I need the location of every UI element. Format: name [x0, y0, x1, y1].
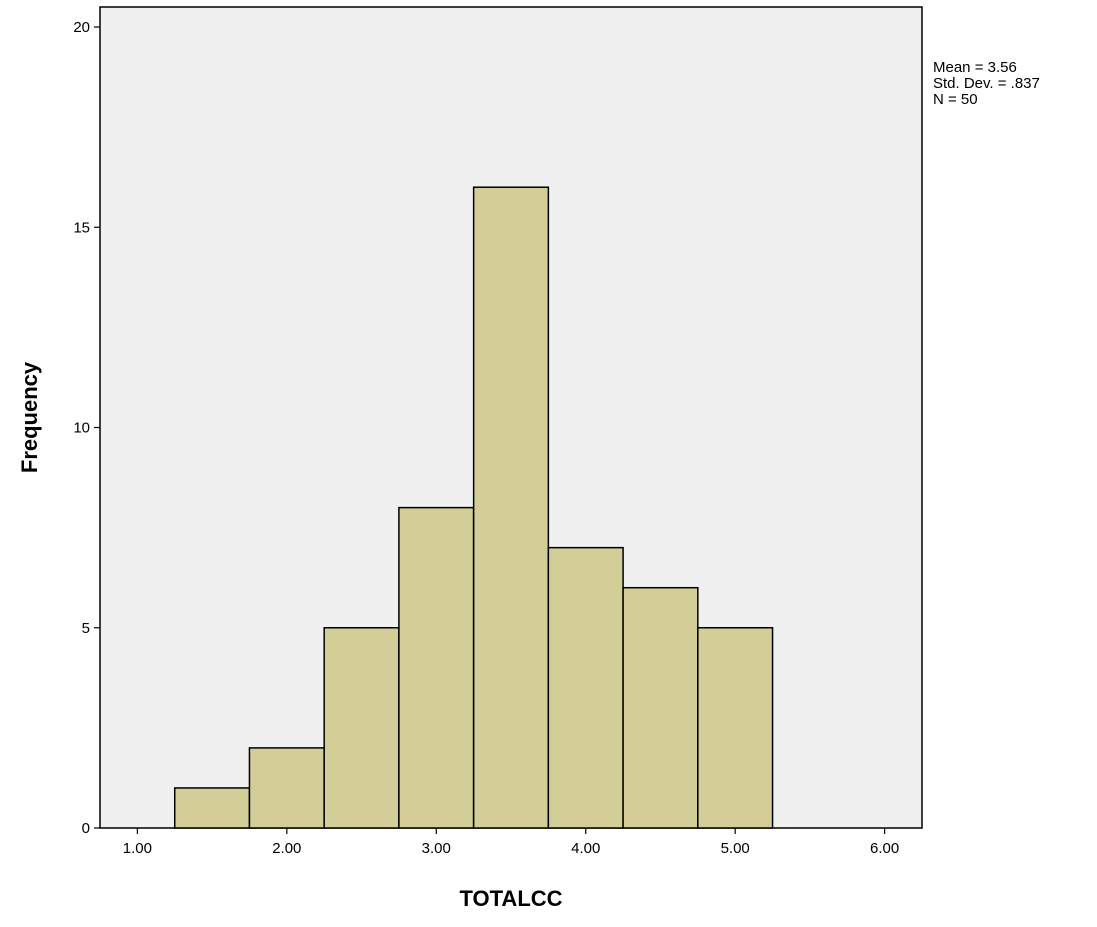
histogram-bar [398, 506, 475, 829]
y-tick-label: 10 [73, 420, 90, 437]
x-axis-title: TOTALCC [459, 886, 562, 911]
histogram-bar [547, 546, 624, 829]
x-tick-label: 4.00 [571, 840, 600, 857]
y-axis-title: Frequency [17, 361, 42, 473]
stat-std-dev: Std. Dev. = .837 [933, 75, 1040, 92]
x-tick-label: 6.00 [870, 840, 899, 857]
stat-mean: Mean = 3.56 [933, 59, 1017, 76]
histogram-bar [472, 186, 550, 829]
y-tick-label: 15 [73, 219, 90, 236]
x-tick-label: 2.00 [272, 840, 301, 857]
histogram-bar [323, 627, 400, 829]
ticks-group: 1.00 2.00 3.00 4.00 5.00 6.00 0 5 10 15 20 [73, 19, 899, 857]
x-tick-label: 5.00 [721, 840, 750, 857]
y-tick-label: 20 [73, 19, 90, 36]
histogram-bar [173, 787, 251, 829]
stat-n: N = 50 [933, 91, 978, 108]
x-tick-label: 1.00 [123, 840, 152, 857]
histogram-bar [697, 627, 774, 829]
bars-group [173, 186, 774, 829]
x-tick-label: 3.00 [422, 840, 451, 857]
histogram-bar [248, 747, 325, 829]
y-tick-label: 0 [82, 820, 90, 837]
histogram-bar [622, 586, 699, 829]
y-tick-label: 5 [82, 620, 90, 637]
